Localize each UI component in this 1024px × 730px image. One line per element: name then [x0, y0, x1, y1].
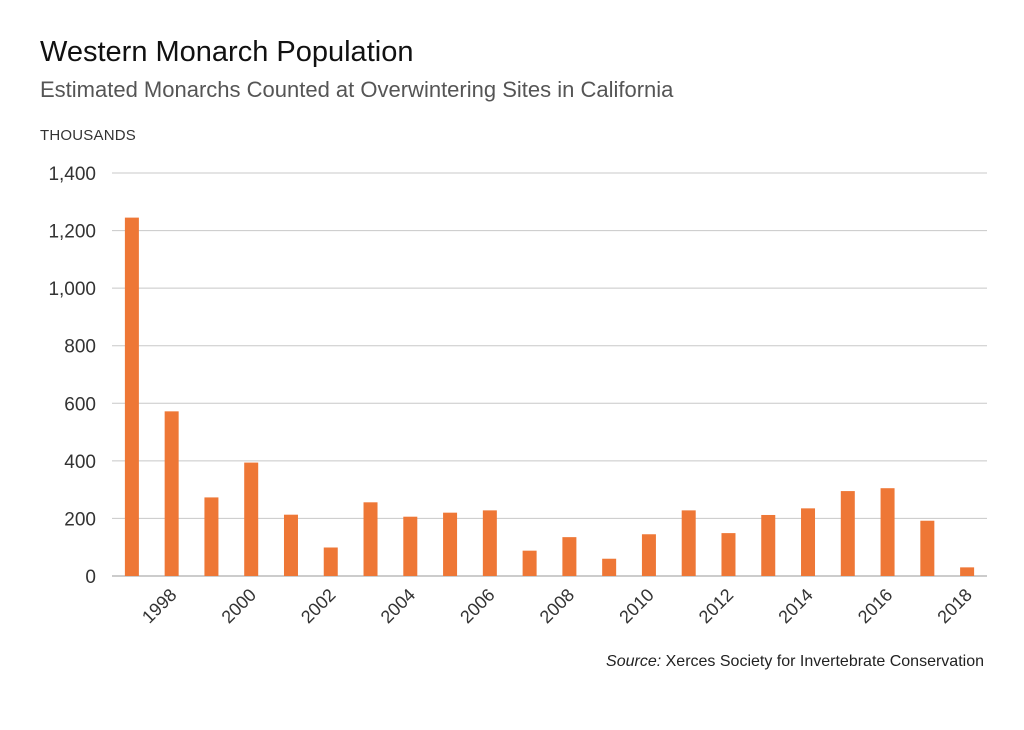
bar-2003	[363, 502, 378, 576]
bar-2013	[761, 514, 776, 576]
gridlines	[112, 172, 987, 577]
y-tick-label: 1,000	[48, 279, 96, 300]
x-tick-label: 2006	[456, 585, 498, 627]
x-tick-label: 2012	[695, 585, 737, 627]
x-tick-label: 2010	[615, 585, 657, 627]
bar-2015	[840, 491, 855, 576]
y-tick-label: 800	[64, 337, 96, 358]
bar-2011	[681, 510, 696, 576]
source-label: Source:	[606, 653, 662, 670]
x-tick-label: 1998	[138, 585, 180, 627]
chart-subtitle: Estimated Monarchs Counted at Overwinter…	[40, 77, 674, 102]
bar-2009	[602, 558, 617, 576]
bar-2012	[721, 533, 736, 576]
bar-1997	[124, 217, 139, 576]
bar-2017	[920, 520, 935, 576]
y-axis-ticks: 0 200 400 600 800 1,000 1,200 1,400	[48, 164, 96, 588]
y-tick-label: 0	[85, 567, 96, 588]
bar-2010	[641, 534, 656, 576]
x-tick-label: 2008	[536, 585, 578, 627]
x-tick-label: 2018	[933, 585, 975, 627]
y-tick-label: 1,400	[48, 164, 96, 185]
x-tick-label: 2004	[377, 585, 419, 627]
bar-2000	[244, 462, 259, 576]
bar-2001	[283, 514, 298, 576]
bar-1998	[164, 411, 179, 576]
bar-2005	[443, 512, 458, 576]
x-tick-label: 2000	[218, 585, 260, 627]
bar-1999	[204, 497, 219, 576]
x-tick-label: 2014	[774, 585, 816, 627]
bar-2002	[323, 547, 338, 576]
y-tick-label: 200	[64, 509, 96, 530]
y-axis-unit-label: THOUSANDS	[40, 127, 136, 144]
x-tick-label: 2002	[297, 585, 339, 627]
x-tick-label: 2016	[854, 585, 896, 627]
y-tick-label: 600	[64, 394, 96, 415]
chart-title: Western Monarch Population	[40, 36, 414, 68]
bar-2016	[880, 488, 895, 576]
x-axis-ticks: 1998 2000 2002 2004 2006 2008 2010 2012 2014 2016…	[138, 585, 976, 627]
y-tick-label: 1,200	[48, 222, 96, 243]
bar-2004	[403, 516, 418, 576]
bars	[124, 217, 975, 576]
bar-2008	[562, 537, 577, 576]
source-note: Source: Xerces Society for Invertebrate …	[606, 653, 984, 671]
y-tick-label: 400	[64, 452, 96, 473]
source-text: Xerces Society for Invertebrate Conserva…	[665, 653, 984, 670]
bar-2014	[801, 508, 816, 576]
bar-2007	[522, 550, 537, 576]
bar-2018	[960, 567, 975, 576]
bar-2006	[482, 510, 497, 576]
